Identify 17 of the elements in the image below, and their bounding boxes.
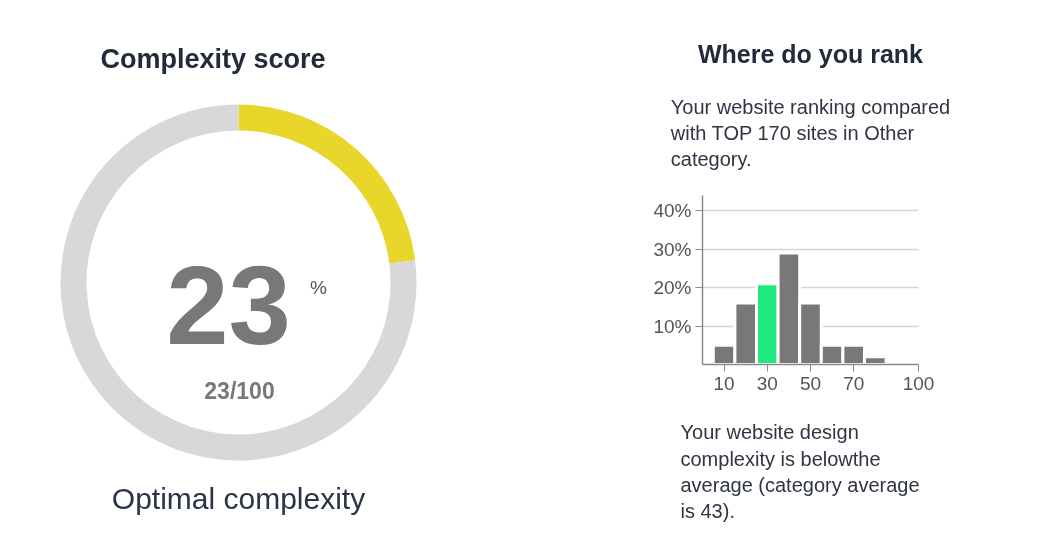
text: Your website design complexity is belowthe average (category average is 43). — [680, 421, 920, 523]
y-tick-label: 10% — [653, 315, 692, 337]
x-tick-label: 10 — [713, 372, 735, 394]
x-tick-label: 30 — [756, 372, 778, 394]
chart-title: Complexity score — [100, 43, 326, 74]
text: % — [310, 277, 328, 298]
text: Optimal complexity — [111, 482, 366, 515]
y-tick-label: 20% — [653, 277, 692, 299]
chart-subtitle: Your website ranking compared with TOP 170 sites in Other category. — [669, 95, 951, 171]
text: 23/100 — [204, 377, 275, 404]
chart-title: Where do you rank — [697, 39, 924, 68]
x-tick-label: 50 — [799, 372, 822, 394]
x-tick-label: 70 — [843, 372, 865, 394]
y-tick-label: 30% — [653, 238, 692, 260]
y-tick-label: 40% — [653, 200, 692, 222]
text: 23 — [166, 243, 291, 368]
x-tick-label: 100 — [902, 372, 935, 394]
